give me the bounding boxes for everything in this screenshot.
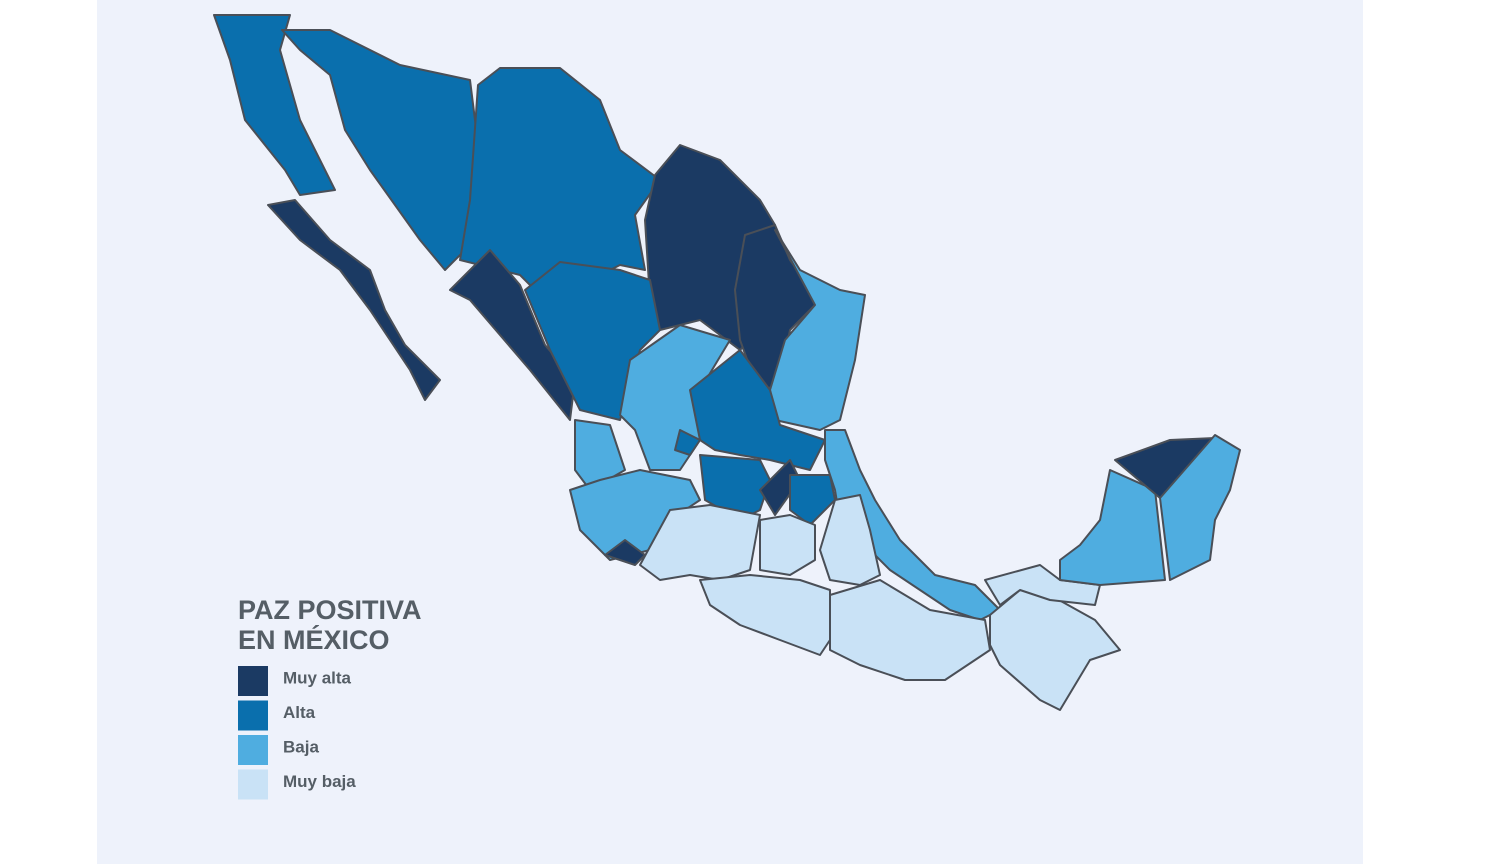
state [689,349,826,471]
states [213,14,1241,711]
state [819,494,881,586]
state [1159,434,1241,581]
state [789,474,836,526]
state [699,574,831,656]
legend-label: Muy alta [283,668,352,687]
legend-swatch [238,666,268,696]
legend-label: Alta [283,703,316,722]
state [829,579,991,681]
state [639,504,761,581]
legend-swatch [238,735,268,765]
legend-label: Baja [283,737,319,756]
state [769,229,866,431]
legend-swatch [238,769,268,800]
legend-label: Muy baja [283,772,356,791]
legend: Muy alta Alta Baja Muy baja [238,666,356,800]
legend-title: EN MÉXICO [238,624,390,655]
state [699,454,771,521]
state [759,514,816,576]
state [674,429,701,456]
legend-swatch [238,700,268,731]
state [984,564,1101,606]
state [281,29,481,271]
legend-title: PAZ POSITIVA [238,595,422,625]
state [267,199,441,401]
